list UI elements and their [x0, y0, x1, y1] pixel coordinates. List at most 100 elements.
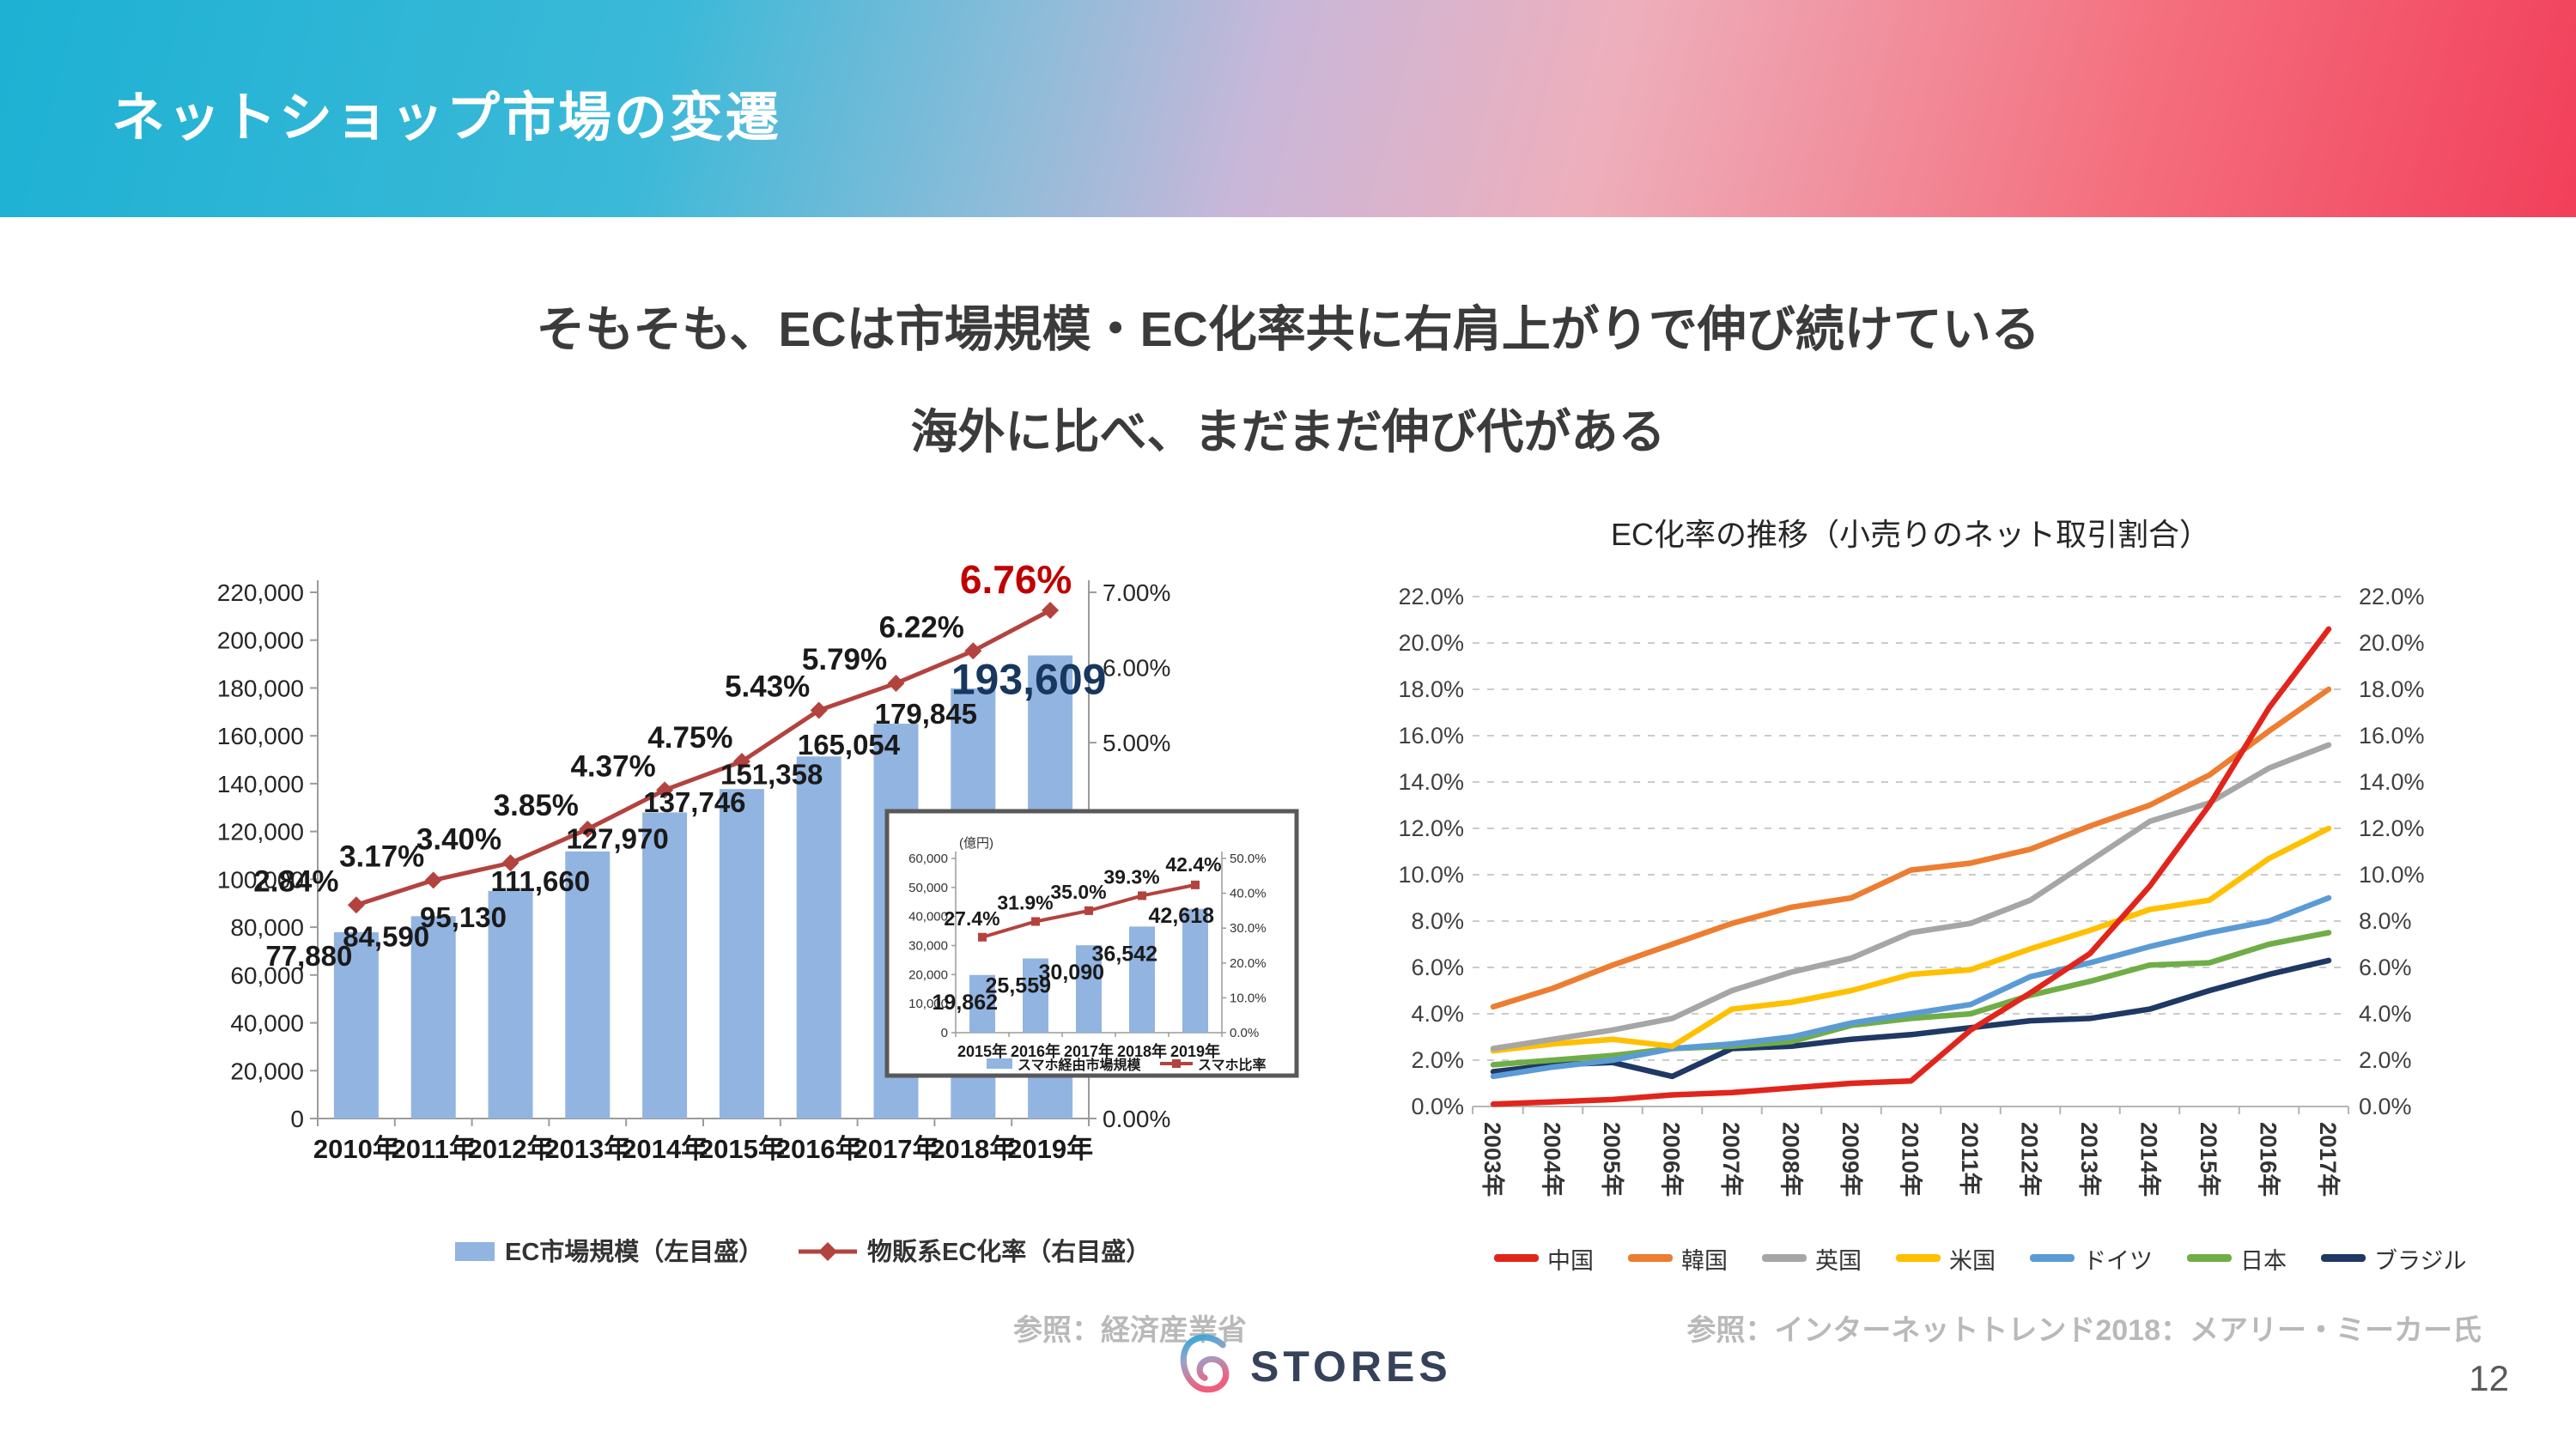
ec-market-size-chart: 0 20,000 40,000 60,000 80,000 100,000 120,000 1… — [217, 557, 1299, 1266]
svg-text:151,358: 151,358 — [720, 758, 823, 790]
svg-text:2015年: 2015年 — [699, 1134, 785, 1164]
page-title: ネットショップ市場の変遷 — [112, 88, 782, 148]
svg-text:韓国: 韓国 — [1681, 1248, 1728, 1274]
svg-text:2019年: 2019年 — [1170, 1042, 1220, 1060]
country-line-plot: EC化率の推移（小売りのネット取引割合） 0.0% 0.0% 2.0% 2.0% 4.0%… — [1400, 517, 2466, 1274]
series-ブラジル — [1490, 957, 2332, 1080]
svg-text:20.0%: 20.0% — [1230, 956, 1267, 971]
svg-text:2007年: 2007年 — [1718, 1122, 1745, 1197]
svg-text:8.0%: 8.0% — [2359, 908, 2412, 934]
svg-text:2003年: 2003年 — [1479, 1122, 1506, 1197]
svg-text:39.3%: 39.3% — [1103, 865, 1159, 888]
svg-text:5.43%: 5.43% — [725, 670, 810, 703]
svg-text:42.4%: 42.4% — [1165, 853, 1221, 876]
svg-text:2013年: 2013年 — [2076, 1122, 2103, 1197]
svg-text:193,609: 193,609 — [951, 656, 1107, 704]
svg-text:12.0%: 12.0% — [1400, 815, 1464, 841]
svg-text:22.0%: 22.0% — [2359, 584, 2425, 609]
svg-text:8.0%: 8.0% — [1411, 908, 1464, 934]
line-series — [347, 602, 1060, 914]
svg-text:2016年: 2016年 — [776, 1134, 862, 1164]
svg-text:7.00%: 7.00% — [1103, 579, 1170, 606]
svg-text:2015年: 2015年 — [2196, 1122, 2222, 1197]
svg-text:2016年: 2016年 — [2256, 1122, 2282, 1197]
svg-text:2009年: 2009年 — [1838, 1122, 1864, 1197]
svg-text:0: 0 — [941, 1026, 948, 1040]
series-韓国 — [1490, 686, 2332, 1010]
page-number: 12 — [2469, 1358, 2509, 1398]
svg-text:2.84%: 2.84% — [253, 864, 338, 898]
svg-text:スマホ経由市場規模: スマホ経由市場規模 — [1018, 1057, 1142, 1073]
svg-text:18.0%: 18.0% — [1400, 676, 1464, 702]
svg-text:50.0%: 50.0% — [1230, 852, 1267, 866]
brand-name: STORES — [1250, 1343, 1452, 1391]
svg-text:4.75%: 4.75% — [647, 721, 732, 755]
svg-text:18.0%: 18.0% — [2359, 676, 2425, 702]
svg-text:スマホ比率: スマホ比率 — [1198, 1057, 1267, 1073]
svg-text:0.0%: 0.0% — [1230, 1026, 1259, 1040]
svg-text:2017年: 2017年 — [854, 1134, 939, 1164]
svg-text:14.0%: 14.0% — [2359, 769, 2425, 795]
svg-text:2011年: 2011年 — [1957, 1122, 1984, 1196]
svg-text:10,000: 10,000 — [908, 997, 948, 1011]
svg-text:2018年: 2018年 — [930, 1134, 1016, 1164]
svg-text:50,000: 50,000 — [908, 881, 948, 895]
series-ドイツ — [1490, 894, 2332, 1080]
svg-text:36,542: 36,542 — [1092, 942, 1157, 966]
svg-text:2011年: 2011年 — [392, 1134, 476, 1164]
svg-text:20.0%: 20.0% — [2359, 630, 2425, 656]
svg-text:77,880: 77,880 — [265, 940, 352, 972]
svg-text:22.0%: 22.0% — [1400, 584, 1464, 609]
svg-text:14.0%: 14.0% — [1400, 769, 1464, 795]
svg-text:20,000: 20,000 — [908, 967, 948, 982]
svg-text:31.9%: 31.9% — [997, 891, 1053, 913]
svg-text:100,000: 100,000 — [217, 866, 304, 893]
svg-text:2014年: 2014年 — [2136, 1122, 2163, 1197]
svg-text:2.0%: 2.0% — [2359, 1047, 2412, 1073]
series-英国 — [1490, 742, 2332, 1052]
svg-text:10.0%: 10.0% — [2359, 862, 2425, 888]
svg-text:2010年: 2010年 — [313, 1134, 399, 1164]
svg-text:日本: 日本 — [2240, 1248, 2287, 1274]
svg-text:3.17%: 3.17% — [339, 840, 424, 873]
subtitle-line-1: そもそも、ECは市場規模・EC化率共に右肩上がりで伸び続けている — [536, 302, 2040, 357]
svg-text:0: 0 — [290, 1106, 304, 1132]
svg-text:中国: 中国 — [1547, 1248, 1594, 1274]
svg-text:20,000: 20,000 — [230, 1058, 304, 1084]
svg-text:0.00%: 0.00% — [1103, 1106, 1170, 1132]
svg-text:12.0%: 12.0% — [2359, 815, 2425, 841]
smartphone-inset-chart: (億円) 0 10,000 20,000 30,000 40,000 50,000 60,00… — [884, 809, 1299, 1078]
svg-text:80,000: 80,000 — [230, 914, 304, 941]
svg-text:2012年: 2012年 — [468, 1134, 554, 1164]
svg-text:120,000: 120,000 — [217, 819, 304, 846]
svg-text:2019年: 2019年 — [1007, 1134, 1093, 1164]
svg-text:米国: 米国 — [1949, 1248, 1996, 1274]
svg-text:ブラジル: ブラジル — [2374, 1248, 2466, 1274]
svg-text:30,090: 30,090 — [1039, 961, 1104, 985]
svg-text:4.0%: 4.0% — [2359, 1001, 2412, 1027]
svg-text:140,000: 140,000 — [217, 771, 304, 797]
right-chart-source: 参照：インターネットトレンド2018：メアリー・ミーカー氏 — [1686, 1314, 2482, 1347]
svg-text:2008年: 2008年 — [1778, 1122, 1805, 1197]
svg-text:EC化率の推移（小売りのネット取引割合）: EC化率の推移（小売りのネット取引割合） — [1611, 517, 2210, 552]
svg-text:2015年: 2015年 — [957, 1042, 1007, 1060]
svg-text:60,000: 60,000 — [230, 962, 304, 989]
svg-text:2014年: 2014年 — [622, 1134, 708, 1164]
svg-text:30.0%: 30.0% — [1230, 921, 1267, 936]
svg-text:2013年: 2013年 — [544, 1134, 630, 1164]
svg-text:160,000: 160,000 — [217, 723, 304, 749]
svg-text:5.00%: 5.00% — [1103, 730, 1170, 756]
svg-text:2018年: 2018年 — [1117, 1042, 1167, 1060]
svg-text:(億円): (億円) — [959, 836, 993, 851]
svg-text:2.0%: 2.0% — [1411, 1047, 1464, 1073]
svg-text:ドイツ: ドイツ — [2083, 1248, 2153, 1274]
svg-text:60,000: 60,000 — [908, 852, 948, 866]
svg-text:127,970: 127,970 — [566, 822, 668, 854]
svg-text:30,000: 30,000 — [908, 939, 948, 954]
subtitle-line-2: 海外に比べ、まだまだ伸び代がある — [910, 405, 1666, 458]
svg-text:英国: 英国 — [1815, 1248, 1862, 1274]
svg-text:19,862: 19,862 — [933, 991, 998, 1015]
svg-text:2005年: 2005年 — [1599, 1122, 1625, 1197]
ec-rate-by-country-chart: EC化率の推移（小売りのネット取引割合） 0.0% 0.0% 2.0% 2.0% 4.0%… — [1400, 517, 2466, 1274]
left-chart-source: 参照：経済産業省 — [1013, 1314, 1247, 1347]
